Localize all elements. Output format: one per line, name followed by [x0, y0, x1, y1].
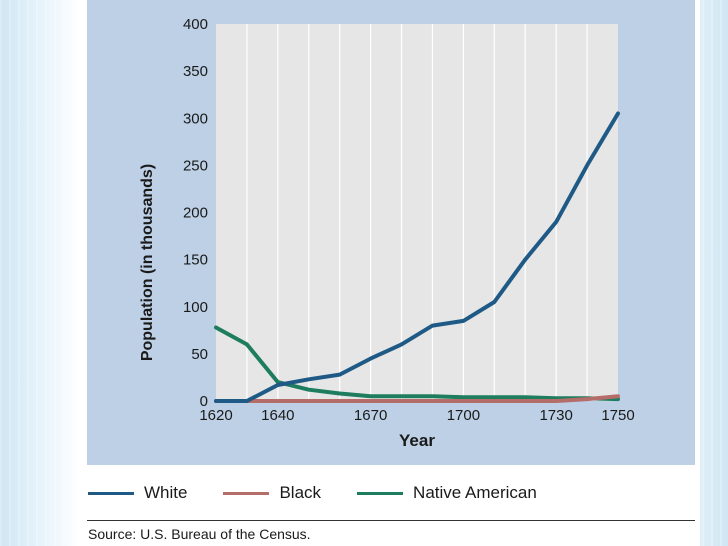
y-tick-label-200: 200	[183, 205, 208, 222]
y-tick-label-400: 400	[183, 16, 208, 33]
y-tick-label-150: 150	[183, 252, 208, 269]
legend-swatch-white	[88, 491, 134, 495]
source-note: Source: U.S. Bureau of the Census.	[88, 526, 311, 542]
legend-swatch-black	[223, 491, 270, 495]
x-tick-label-1640: 1640	[261, 407, 294, 424]
x-axis-title: Year	[399, 431, 435, 450]
source-divider	[87, 520, 695, 521]
x-tick-label-1730: 1730	[539, 407, 572, 424]
legend: White Black Native American	[88, 480, 693, 506]
x-tick-label-1750: 1750	[601, 407, 634, 424]
legend-label-white: White	[144, 483, 188, 502]
y-tick-label-50: 50	[191, 346, 208, 363]
y-tick-label-100: 100	[183, 299, 208, 316]
legend-swatch-native-american	[357, 491, 404, 495]
y-axis-title: Population (in thousands)	[139, 164, 156, 361]
legend-label-native-american: Native American	[413, 483, 537, 502]
series-line-white	[214, 111, 620, 403]
x-tick-label-1620: 1620	[199, 407, 232, 424]
y-tick-label-300: 300	[183, 110, 208, 127]
series-line-black	[214, 394, 620, 403]
y-tick-label-0: 0	[200, 393, 208, 410]
y-tick-label-250: 250	[183, 157, 208, 174]
legend-label-black: Black	[279, 483, 322, 502]
legend-item-black: Black	[223, 483, 321, 503]
y-tick-label-350: 350	[183, 63, 208, 80]
x-tick-label-1700: 1700	[447, 407, 480, 424]
legend-item-white: White	[88, 483, 187, 503]
population-chart: 0 50 100 150 200 250 300 350 400 1620 1640 1670 1700…	[139, 16, 635, 450]
x-tick-label-1670: 1670	[354, 407, 387, 424]
legend-item-native-american: Native American	[357, 483, 537, 503]
plot-area	[216, 24, 618, 401]
chart-figure: 0 50 100 150 200 250 300 350 400 1620 1640 1670 1700…	[78, 0, 700, 546]
